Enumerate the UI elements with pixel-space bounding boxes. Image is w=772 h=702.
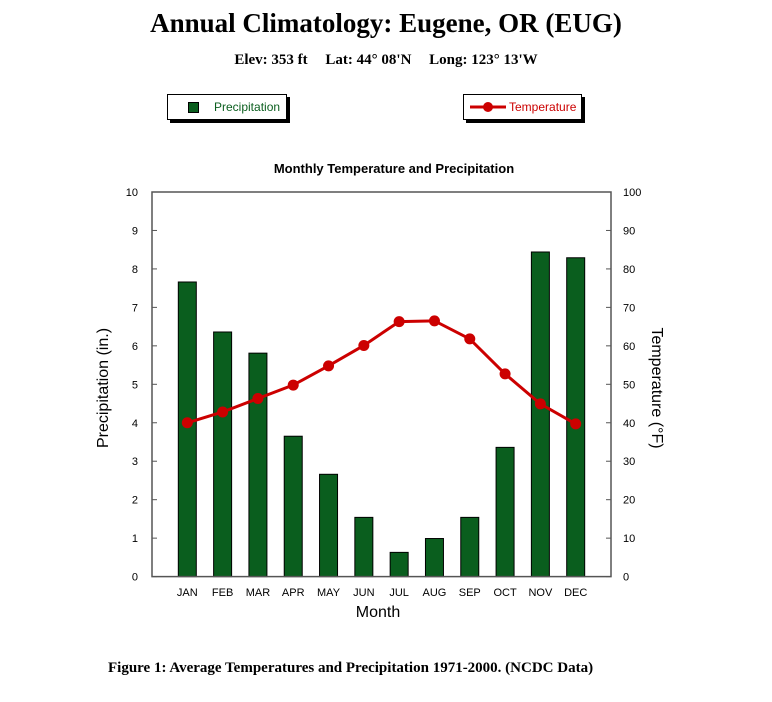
figure-caption: Figure 1: Average Temperatures and Preci…	[108, 660, 594, 676]
x-tick-label: NOV	[528, 587, 553, 599]
x-tick-label: MAR	[246, 587, 271, 599]
precip-bar	[319, 473, 339, 578]
y2-tick-label: 90	[623, 225, 635, 237]
station-info: Elev: 353 ft Lat: 44° 08'N Long: 123° 13…	[0, 52, 772, 69]
y2-tick-label: 30	[623, 456, 635, 468]
elevation: Elev: 353 ft	[234, 52, 308, 68]
y2-tick-label: 0	[623, 572, 629, 584]
temp-point	[358, 339, 370, 351]
x-tick-label: FEB	[212, 587, 233, 599]
precip-bar	[283, 435, 303, 578]
temp-line-marker-icon	[470, 102, 506, 112]
longitude: Long: 123° 13'W	[429, 52, 538, 68]
temp-point	[181, 417, 193, 429]
x-tick-label: SEP	[459, 587, 481, 599]
x-axis-label: Month	[356, 604, 400, 621]
precip-bar	[424, 538, 444, 578]
y-tick-label: 6	[132, 341, 138, 353]
temp-point	[393, 316, 405, 328]
chart-title: Monthly Temperature and Precipitation	[274, 161, 514, 176]
x-tick-label: DEC	[564, 587, 587, 599]
temp-point	[428, 315, 440, 327]
y2-tick-label: 40	[623, 418, 635, 430]
x-tick-label: JAN	[177, 587, 198, 599]
x-tick-label: JUN	[353, 587, 374, 599]
y2-tick-label: 10	[623, 533, 635, 545]
temp-point	[287, 379, 299, 391]
x-tick-label: AUG	[423, 587, 447, 599]
y2-tick-label: 20	[623, 495, 635, 507]
y-tick-label: 10	[126, 187, 138, 199]
y2-tick-label: 60	[623, 341, 635, 353]
y-tick-label: 8	[132, 264, 138, 276]
x-tick-label: OCT	[493, 587, 517, 599]
plot-frame	[151, 191, 612, 578]
temp-line	[186, 319, 577, 426]
y-tick-label: 4	[132, 418, 138, 430]
climate-chart: Monthly Temperature and Precipitation Pr…	[95, 161, 665, 621]
y-axis-label: Precipitation (in.)	[95, 328, 112, 448]
legend-temp-label: Temperature	[509, 100, 577, 114]
y-tick-label: 3	[132, 456, 138, 468]
precip-bar	[177, 281, 197, 578]
latitude: Lat: 44° 08'N	[325, 52, 412, 68]
precip-bar	[213, 331, 233, 578]
y-tick-label: 0	[132, 572, 138, 584]
x-tick-label: APR	[282, 587, 305, 599]
legend-precipitation: Precipitation	[167, 94, 287, 120]
y2-axis-label: Temperature (°F)	[648, 327, 665, 448]
x-tick-label: JUL	[389, 587, 409, 599]
x-tick-label: MAY	[317, 587, 341, 599]
y-tick-label: 7	[132, 302, 138, 314]
temp-point	[499, 368, 511, 380]
y-tick-label: 5	[132, 379, 138, 391]
y2-tick-label: 80	[623, 264, 635, 276]
precip-bar	[389, 551, 409, 578]
temp-point	[570, 418, 582, 430]
precip-bar	[354, 516, 374, 578]
y-tick-label: 1	[132, 533, 138, 545]
y2-tick-label: 70	[623, 302, 635, 314]
y-tick-label: 2	[132, 495, 138, 507]
temp-point	[323, 360, 335, 372]
temp-point	[252, 393, 264, 405]
page-title: Annual Climatology: Eugene, OR (EUG)	[150, 8, 622, 38]
temp-point	[217, 406, 229, 418]
y2-tick-label: 50	[623, 379, 635, 391]
precip-bar	[530, 251, 550, 578]
precip-bar	[248, 352, 268, 578]
temp-point	[534, 398, 546, 410]
temp-point	[464, 333, 476, 345]
y-tick-label: 9	[132, 225, 138, 237]
y2-tick-label: 100	[623, 187, 641, 199]
legend-precip-label: Precipitation	[214, 100, 281, 114]
precip-swatch-icon	[188, 101, 199, 113]
precip-bar	[495, 446, 515, 578]
precip-bar	[566, 257, 586, 578]
legend-temperature: Temperature	[463, 94, 582, 120]
precip-bar	[460, 516, 480, 578]
